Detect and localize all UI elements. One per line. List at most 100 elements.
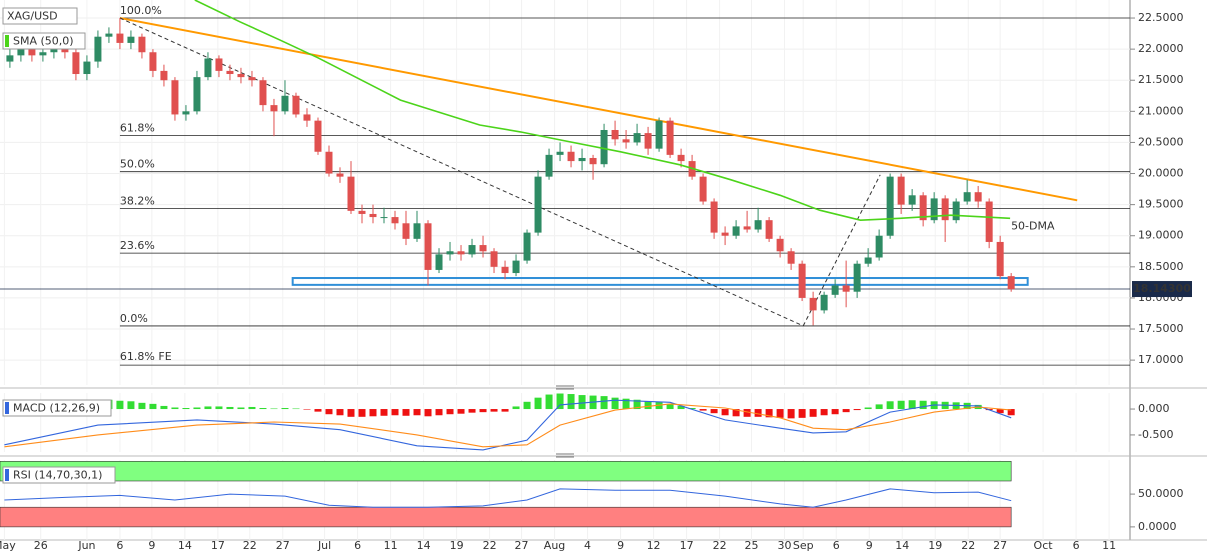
candle-body	[952, 201, 960, 221]
legend-label: XAG/USD	[7, 10, 58, 23]
candle-body	[787, 251, 795, 264]
candle-body	[39, 52, 47, 56]
histogram-bar	[281, 408, 289, 410]
histogram-bar	[688, 408, 696, 410]
x-tick-label: 30	[778, 539, 792, 552]
candle-body	[72, 52, 80, 75]
fib-label: 61.8%	[120, 122, 155, 135]
candle-body	[798, 263, 806, 298]
candle-body	[842, 285, 850, 292]
candle-body	[743, 226, 751, 230]
x-tick-label: 9	[866, 539, 873, 552]
histogram-bar	[435, 409, 443, 416]
legend-label: RSI (14,70,30,1)	[13, 469, 102, 482]
x-tick-label: 22	[483, 539, 497, 552]
histogram-bar	[798, 409, 806, 418]
candle-body	[600, 129, 608, 165]
candle-body	[50, 49, 58, 53]
x-tick-label: 19	[928, 539, 942, 552]
candle-body	[710, 201, 718, 233]
price-badge	[1132, 281, 1192, 298]
x-tick-label: 25	[744, 539, 758, 552]
x-tick-label: 9	[617, 539, 624, 552]
y-tick-label: 20.0000	[1138, 167, 1184, 180]
histogram-bar	[446, 409, 454, 415]
y-tick-label: 20.5000	[1138, 135, 1184, 148]
candle-body	[204, 58, 212, 78]
legend-label: SMA (50,0)	[13, 35, 74, 48]
histogram-bar	[237, 407, 245, 410]
candle-body	[325, 151, 333, 174]
x-tick-label: Sep	[793, 539, 814, 552]
x-tick-label: 14	[895, 539, 909, 552]
x-tick-label: May	[0, 539, 16, 552]
histogram-bar	[919, 400, 927, 410]
fib-label: 61.8% FE	[120, 350, 172, 363]
candle-body	[94, 36, 102, 62]
x-tick-label: Jul	[317, 539, 331, 552]
histogram-bar	[820, 409, 828, 416]
candle-body	[567, 151, 575, 162]
candle-body	[996, 241, 1004, 277]
histogram-bar	[633, 399, 641, 410]
candle-body	[380, 217, 388, 219]
histogram-bar	[116, 400, 124, 410]
candle-body	[446, 251, 454, 255]
candle-body	[182, 111, 190, 115]
trendline	[119, 17, 1078, 202]
legend-box	[2, 32, 86, 50]
candle-body	[919, 195, 927, 221]
resize-handle[interactable]	[556, 385, 574, 458]
histogram-bar	[809, 409, 817, 417]
candle-body	[138, 36, 146, 53]
histogram-bar	[391, 409, 399, 416]
x-tick-label: 26	[34, 539, 48, 552]
support-zone	[291, 277, 1029, 286]
rsi-line	[4, 488, 1012, 508]
histogram-bar	[127, 401, 135, 410]
candle-body	[127, 36, 135, 43]
histogram-bar	[545, 394, 553, 410]
x-tick-label: 27	[515, 539, 529, 552]
price-badge-label: 18.14300	[1133, 282, 1191, 295]
legend-marker	[5, 402, 9, 414]
candle-body	[259, 80, 267, 106]
candle-body	[941, 198, 949, 221]
x-tick-label: 22	[961, 539, 975, 552]
x-tick-label: 27	[993, 539, 1007, 552]
histogram-bar	[259, 408, 267, 410]
x-tick-label: 6	[354, 539, 361, 552]
candle-body	[809, 297, 817, 311]
histogram-bar	[534, 397, 542, 410]
histogram-bar	[358, 409, 366, 417]
histogram-bar	[369, 409, 377, 417]
candle-body	[391, 217, 399, 224]
candle-body	[149, 52, 157, 71]
candle-body	[732, 226, 740, 236]
fib-label: 0.0%	[120, 312, 148, 325]
candle-body	[545, 154, 553, 177]
fib-label: 38.2%	[120, 194, 155, 207]
candle-body	[512, 260, 520, 274]
candle-body	[402, 223, 410, 239]
candle-body	[424, 223, 432, 270]
candle-body	[226, 70, 234, 75]
x-tick-label: 12	[647, 539, 661, 552]
histogram-bar	[479, 409, 487, 413]
histogram-bar	[138, 402, 146, 410]
candle-body	[875, 235, 883, 258]
candle-body	[611, 129, 619, 140]
candle-body	[270, 105, 278, 112]
histogram-bar	[413, 409, 421, 416]
candle-body	[6, 55, 14, 62]
fib-label: 100.0%	[120, 4, 162, 17]
y-tick-label: 19.0000	[1138, 229, 1184, 242]
histogram-bar	[468, 409, 476, 413]
labels: 22.5000 22.0000 21.5000 21.0000 20.5000 20.00…	[0, 4, 1192, 552]
candle-body	[303, 114, 311, 121]
histogram-bar	[292, 408, 300, 410]
legend-box	[2, 466, 116, 484]
histogram-bar	[424, 409, 432, 417]
histogram-bar	[732, 409, 740, 417]
histogram-bar	[347, 409, 355, 417]
